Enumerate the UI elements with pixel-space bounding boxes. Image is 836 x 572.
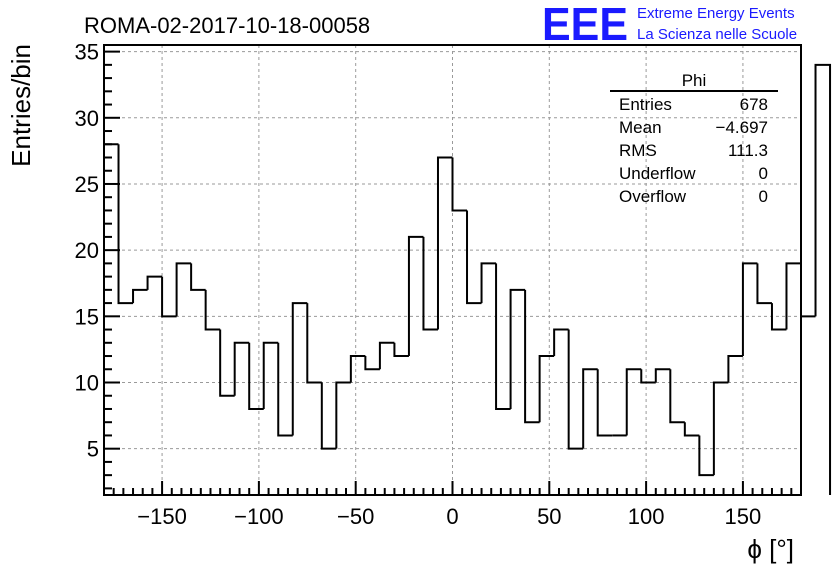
grid-layer [104, 45, 801, 495]
histogram-bin [625, 368, 642, 436]
histogram-bin [669, 369, 685, 424]
y-tick-label: 20 [75, 238, 99, 263]
y-tick-label: 5 [87, 437, 99, 462]
x-axis-title: ϕ [°] [747, 534, 794, 564]
tick-layer [104, 50, 793, 495]
histogram-bin [770, 303, 787, 331]
histogram-bin [683, 422, 700, 437]
eee-logo: EEE [542, 0, 628, 50]
stats-value: 0 [759, 187, 768, 206]
histogram-bin [422, 236, 438, 331]
x-tick-label: 150 [725, 504, 762, 529]
stats-box: Phi Entries 678 Mean −4.697 RMS 111.3 Underflo… [610, 71, 778, 206]
histogram-bin [451, 157, 468, 212]
histogram-bin [335, 381, 351, 449]
stats-label: RMS [619, 141, 657, 160]
y-tick-label: 25 [75, 172, 99, 197]
histogram-bin [756, 263, 772, 305]
y-tick-label: 30 [75, 106, 99, 131]
histogram-bin [219, 329, 235, 397]
histogram-bin [698, 435, 714, 477]
y-tick-label: 35 [75, 40, 99, 65]
stats-value: 678 [740, 95, 768, 114]
x-tick-label: 100 [628, 504, 665, 529]
histogram-bin [712, 381, 729, 476]
histogram-bin [553, 328, 569, 357]
histogram-bin [378, 341, 395, 370]
stats-label: Underflow [619, 164, 696, 183]
stats-label: Overflow [619, 187, 687, 206]
histogram-bin [436, 156, 453, 330]
histogram-bin [204, 289, 221, 331]
histogram-bin [132, 288, 148, 304]
histogram-bin [741, 262, 758, 357]
histogram-bin [146, 275, 163, 290]
y-tick-label: 10 [75, 371, 99, 396]
histogram-bin [233, 341, 250, 396]
histogram-bin [509, 288, 526, 409]
histogram-bin [175, 262, 192, 317]
histogram-bin [538, 355, 555, 423]
histogram-bin [364, 356, 380, 371]
tick-label-layer: −150 −100 −50 0 50 100 150 5 10 15 20 25 30 35 [75, 40, 762, 529]
y-tick-label: 15 [75, 304, 99, 329]
stats-value: 0 [759, 164, 768, 183]
histogram-bin [117, 144, 134, 305]
stats-title: Phi [682, 71, 707, 90]
y-axis-title: Entries/bin [6, 44, 36, 167]
x-tick-label: −100 [234, 504, 284, 529]
histogram-bin [800, 263, 816, 318]
stats-rows: Entries 678 Mean −4.697 RMS 111.3 Underflow 0 Ov… [619, 95, 768, 206]
stats-label: Mean [619, 118, 662, 137]
stats-value: 111.3 [728, 141, 768, 160]
histogram-bin [320, 382, 337, 450]
histogram-bin [785, 262, 801, 330]
stats-label: Entries [619, 95, 672, 114]
histogram-bin [393, 342, 409, 358]
x-tick-label: −150 [137, 504, 187, 529]
histogram-bin [306, 303, 322, 384]
histogram-bin [349, 355, 366, 383]
logo-line-1: Extreme Energy Events [637, 5, 795, 22]
histogram-bin [495, 263, 511, 410]
histogram-bin [262, 341, 279, 409]
histogram-bin [277, 342, 293, 437]
histogram-bin [596, 369, 613, 437]
histogram-bin [407, 235, 424, 357]
histogram-bin [640, 369, 656, 384]
histogram-bin [161, 276, 177, 318]
histogram-bin [291, 302, 308, 436]
histogram-bin [466, 210, 482, 305]
x-tick-label: −50 [337, 504, 374, 529]
stats-value: −4.697 [716, 118, 768, 137]
histogram-bin [814, 63, 832, 495]
histogram-bin [567, 329, 584, 450]
histogram-bin [654, 368, 671, 383]
histogram-bin [582, 368, 598, 449]
histogram-bin [480, 262, 497, 304]
histogram-bin [524, 289, 540, 424]
x-tick-label: 50 [537, 504, 561, 529]
x-tick-label: 0 [446, 504, 458, 529]
chart-title: ROMA-02-2017-10-18-00058 [84, 13, 370, 38]
logo-line-2: La Scienza nelle Scuole [637, 26, 797, 43]
histogram-bin [248, 342, 264, 410]
histogram-bin [190, 263, 206, 291]
histogram-bin [727, 355, 743, 383]
